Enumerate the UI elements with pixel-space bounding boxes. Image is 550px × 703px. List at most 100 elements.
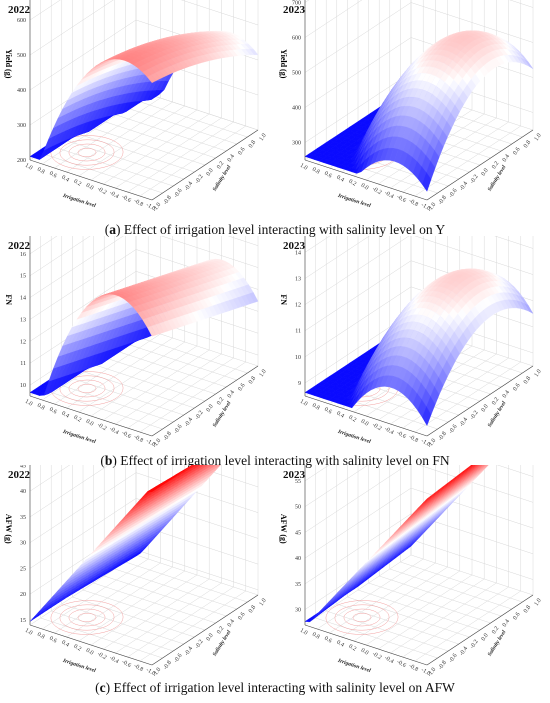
- surface-plot: 200300400500600700Yield (g) -1.0-0.8-0.6-…: [4, 0, 268, 213]
- y-tick-label: -0.6: [173, 424, 183, 435]
- y-tick-label: 0.4: [227, 154, 236, 164]
- x-tick-label: -0.6: [120, 659, 131, 669]
- chart-a-2023: 300 400 500 600 700 Yield (g) -1.0 -0.8 -0.6 -0.4…: [275, 0, 550, 228]
- x-tick-label: 0.2: [348, 179, 357, 188]
- x-axis: -1.0-0.8-0.6-0.4-0.20.00.2 0.40.60.81.0 Ir…: [24, 628, 156, 677]
- x-tick-label: 0.6: [48, 636, 57, 645]
- y-tick-label: -0.4: [459, 646, 469, 657]
- caption-letter: c: [99, 680, 106, 695]
- z-axis-label: Yield (g): [279, 49, 288, 79]
- x-tick-label: -0.6: [395, 194, 406, 204]
- surface-plot: 30354045505560AFW (g)-1.0-0.8-0.6-0.4-0.…: [279, 465, 543, 678]
- y-tick-label: 0.2: [491, 397, 500, 407]
- y-tick-label: 0.0: [206, 168, 215, 178]
- x-axis-label: Irrigation level: [61, 429, 97, 446]
- x-tick-label: -1.0: [145, 438, 156, 448]
- x-tick-label: 1.0: [299, 399, 308, 408]
- y-tick-label: 0.4: [227, 619, 236, 629]
- x-axis: -1.0-0.8-0.6-0.4-0.20.00.2 0.40.60.81.0 Ir…: [24, 163, 156, 212]
- x-tick-label: -0.6: [120, 194, 131, 204]
- x-tick-label: -0.6: [395, 659, 406, 669]
- z-axis: 30354045505560AFW (g): [279, 479, 301, 614]
- y-tick-label: 0.0: [206, 633, 215, 643]
- y-tick-label: -0.8: [438, 660, 448, 671]
- y-tick-label: 1.0: [534, 133, 543, 143]
- y-tick-label: 0.4: [502, 619, 511, 629]
- z-tick-label: 15: [20, 274, 26, 280]
- x-tick-label: -0.2: [96, 186, 107, 196]
- x-axis: -1.0-0.8-0.6-0.4-0.20.00.2 0.40.60.81.0 Ir…: [24, 399, 156, 448]
- z-tick-label: 14: [20, 296, 26, 302]
- x-tick-label: -0.8: [133, 663, 144, 673]
- z-tick-label: 30: [20, 541, 26, 547]
- x-tick-label: -0.8: [408, 663, 419, 673]
- floor-contours: [50, 371, 124, 406]
- z-axis-label: AFW (g): [4, 514, 13, 544]
- x-tick-label: 0.2: [73, 415, 82, 424]
- y-tick-label: -1.0: [427, 667, 437, 678]
- chart-a-2022: 200300400500600700Yield (g) -1.0-0.8-0.6-…: [0, 0, 275, 228]
- z-tick-label: 500: [292, 71, 301, 77]
- x-tick-label: 0.2: [73, 179, 82, 188]
- y-tick-label: 0.6: [237, 383, 246, 393]
- x-tick-label: 0.2: [348, 415, 357, 424]
- y-tick-label: 0.0: [206, 404, 215, 414]
- x-tick-label: 0.8: [36, 632, 45, 641]
- y-tick-label: 0.4: [227, 390, 236, 400]
- y-tick-label: 0.0: [481, 168, 490, 178]
- box-edges: [29, 0, 259, 201]
- floor-contours: [325, 600, 399, 635]
- y-tick-label: -0.6: [448, 188, 458, 199]
- x-axis-label: Irrigation level: [61, 193, 97, 210]
- z-tick-label: 700: [292, 1, 301, 7]
- x-tick-label: -0.6: [395, 430, 406, 440]
- z-axis: 300 400 500 600 700 Yield (g): [279, 1, 301, 147]
- y-tick-label: 0.2: [216, 626, 225, 636]
- x-tick-label: -0.4: [108, 655, 119, 665]
- floor-contours: [50, 600, 124, 635]
- x-tick-label: -0.4: [383, 190, 394, 200]
- y-tick-label: -0.2: [469, 410, 479, 421]
- y-tick-label: -0.8: [438, 431, 448, 442]
- x-tick-label: 0.8: [311, 632, 320, 641]
- y-tick-label: -0.2: [194, 639, 204, 650]
- y-tick-label: 0.0: [481, 404, 490, 414]
- surface-plot: 9101112131415FN-1.0-0.8-0.6-0.4-0.20.00.…: [279, 236, 543, 449]
- z-tick-label: 13: [20, 317, 26, 323]
- y-tick-label: -0.4: [184, 417, 194, 428]
- x-tick-label: 0.4: [60, 175, 69, 184]
- y-tick-label: 1.0: [259, 369, 268, 379]
- z-axis-label: FN: [279, 294, 288, 305]
- x-tick-label: -1.0: [420, 438, 431, 448]
- y-tick-label: 1.0: [259, 133, 268, 143]
- x-tick-label: 0.6: [323, 171, 332, 180]
- x-tick-label: -0.4: [108, 426, 119, 436]
- x-tick-label: 0.4: [335, 411, 344, 420]
- y-tick-label: 0.8: [523, 140, 532, 150]
- z-tick-label: 45: [295, 530, 301, 536]
- z-tick-label: 9: [298, 381, 301, 387]
- x-axis-label: Irrigation level: [61, 658, 97, 675]
- z-axis: 200300400500600700Yield (g): [4, 18, 26, 164]
- surface-mesh: [29, 258, 259, 396]
- x-tick-label: 1.0: [24, 163, 33, 172]
- y-tick-label: 0.2: [491, 161, 500, 171]
- y-tick-label: -0.6: [448, 653, 458, 664]
- y-axis: -1.0-0.8-0.6-0.4-0.20.00.20.40.60.81.0Sa…: [427, 598, 543, 678]
- z-tick-label: 13: [295, 276, 301, 282]
- year-label: 2022: [8, 4, 30, 16]
- caption-c: (c) Effect of irrigation level interacti…: [95, 680, 455, 695]
- y-tick-label: 0.8: [523, 376, 532, 386]
- y-axis: -1.0-0.8-0.6-0.4-0.20.00.20.40.60.81.0Sa…: [152, 133, 268, 213]
- x-tick-label: 0.0: [360, 648, 369, 657]
- z-tick-label: 400: [17, 88, 26, 94]
- z-axis: 9101112131415FN: [279, 250, 301, 387]
- y-tick-label: -0.6: [448, 424, 458, 435]
- y-tick-label: 0.6: [512, 147, 521, 157]
- z-tick-label: 35: [20, 515, 26, 521]
- x-tick-label: -0.2: [371, 186, 382, 196]
- y-tick-label: 0.4: [502, 154, 511, 164]
- x-tick-label: -0.8: [133, 434, 144, 444]
- x-axis: -1.0-0.8-0.6-0.4-0.20.00.2 0.40.60.81.0 Ir…: [299, 628, 431, 677]
